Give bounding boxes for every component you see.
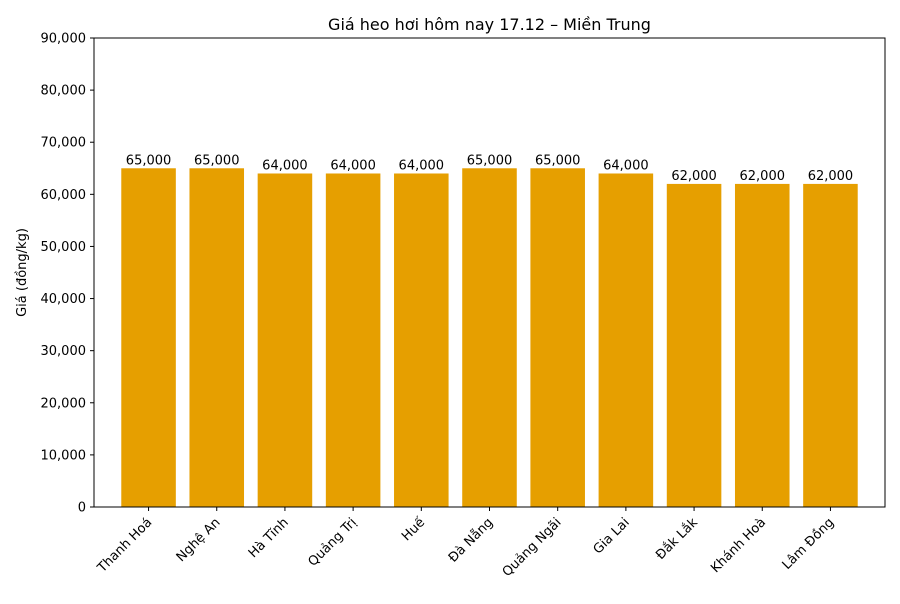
- data-label: 65,000: [535, 153, 581, 168]
- bar: [121, 168, 176, 507]
- y-tick-label: 50,000: [41, 240, 87, 255]
- bar: [734, 183, 790, 507]
- x-tick-label: Huế: [399, 515, 428, 544]
- bar: [462, 168, 517, 507]
- y-tick-label: 30,000: [41, 344, 87, 359]
- x-tick-label: Gia Lai: [591, 515, 633, 557]
- data-label: 64,000: [330, 158, 376, 173]
- y-tick-label: 90,000: [41, 32, 87, 47]
- x-tick-label: Hà Tĩnh: [246, 515, 292, 561]
- x-tick-label: Quảng Trị: [305, 515, 359, 569]
- y-tick-label: 40,000: [41, 292, 87, 307]
- data-label: 65,000: [467, 153, 513, 168]
- data-label: 64,000: [603, 158, 649, 173]
- x-tick-label: Đắk Lắk: [653, 515, 701, 563]
- y-axis-label: Giá (đồng/kg): [15, 228, 30, 317]
- x-tick-label: Quảng Ngãi: [500, 515, 565, 580]
- bar: [666, 183, 722, 507]
- bar: [394, 173, 449, 508]
- y-tick-label: 80,000: [41, 84, 87, 99]
- bar: [598, 173, 654, 508]
- data-label: 64,000: [262, 158, 308, 173]
- bar: [257, 173, 313, 508]
- x-tick-label: Lâm Đồng: [780, 515, 838, 573]
- y-tick-label: 60,000: [41, 188, 87, 203]
- x-tick-label: Đà Nẵng: [446, 515, 496, 565]
- data-label: 62,000: [671, 169, 717, 184]
- plot-frame: [93, 37, 886, 508]
- plot-area: 65,000 Thanh Hoá 65,000 Nghệ An 64,000 Hà Tĩn…: [41, 32, 886, 580]
- data-label: 65,000: [194, 153, 240, 168]
- y-tick-label: 70,000: [41, 136, 87, 151]
- x-tick-label: Khánh Hoà: [708, 515, 769, 576]
- bar: [803, 183, 858, 507]
- bar: [530, 168, 585, 507]
- y-tick-label: 20,000: [41, 396, 87, 411]
- x-tick-label: Thanh Hoá: [94, 515, 155, 576]
- data-label: 62,000: [740, 169, 786, 184]
- data-label: 65,000: [126, 153, 172, 168]
- bar: [325, 173, 381, 508]
- x-tick-label: Nghệ An: [174, 515, 224, 565]
- chart-title: Giá heo hơi hôm nay 17.12 – Miền Trung: [328, 15, 651, 34]
- y-tick-label: 10,000: [41, 448, 87, 463]
- data-label: 64,000: [399, 158, 445, 173]
- data-label: 62,000: [808, 169, 854, 184]
- bar: [189, 168, 245, 507]
- y-tick-label: 0: [78, 501, 86, 516]
